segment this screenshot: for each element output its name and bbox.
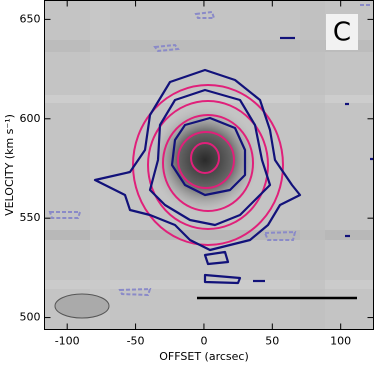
y-tick-label: 650 [20, 12, 41, 25]
y-axis-label: VELOCITY (km s⁻¹) [3, 114, 16, 216]
x-tick-label: 100 [330, 335, 351, 348]
x-tick-label: -100 [55, 335, 80, 348]
panel-label-box [326, 14, 358, 50]
image-panel: C [44, 0, 374, 330]
model-contours [132, 84, 284, 246]
y-tick-label: 600 [20, 112, 41, 125]
y-tick-label: 550 [20, 211, 41, 224]
beam [54, 293, 110, 319]
x-axis-label: OFFSET (arcsec) [159, 350, 248, 363]
x-tick-label: -50 [127, 335, 145, 348]
x-tick-label: 50 [265, 335, 279, 348]
y-tick-label: 500 [20, 311, 41, 324]
x-tick-label: 0 [200, 335, 207, 348]
panel-label: C [333, 18, 351, 48]
negative-contours [48, 4, 370, 297]
